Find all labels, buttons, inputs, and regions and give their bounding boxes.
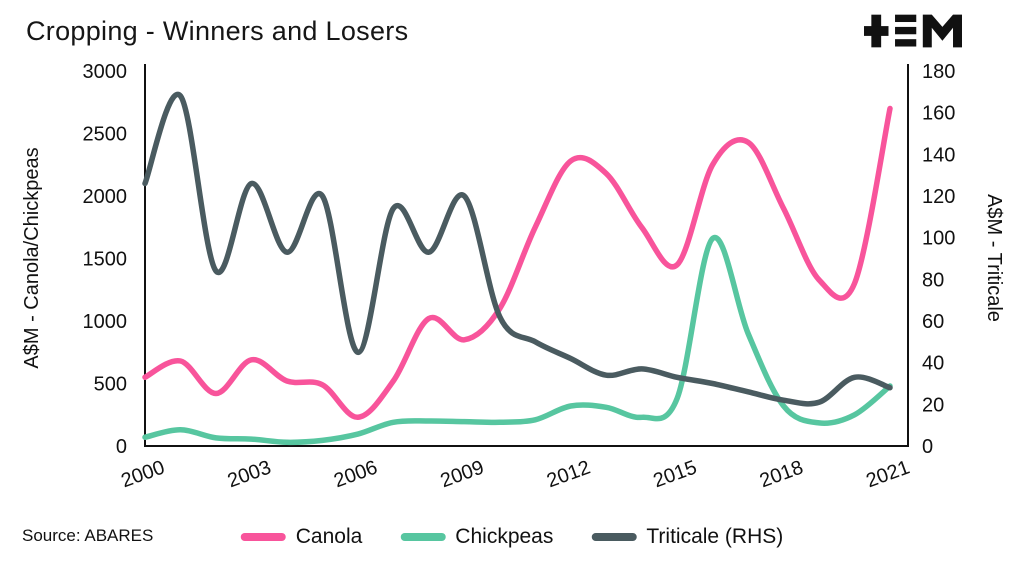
right-axis-tick-label: 20 (922, 394, 944, 416)
left-axis-tick-label: 500 (94, 374, 127, 396)
left-axis-tick-label: 1500 (83, 249, 128, 271)
legend-item: Chickpeas (400, 525, 553, 549)
legend: Canola Chickpeas Triticale (RHS) (240, 525, 783, 549)
right-axis-tick-label: 100 (922, 228, 955, 250)
left-axis-tick-label: 3000 (83, 61, 128, 83)
legend-swatch (240, 533, 286, 541)
right-axis-tick-label: 60 (922, 311, 944, 333)
x-axis-tick-label: 2012 (544, 456, 593, 492)
legend-swatch (591, 533, 637, 541)
right-axis-tick-label: 180 (922, 61, 955, 83)
page-title: Cropping - Winners and Losers (26, 16, 409, 46)
x-axis-tick-label: 2009 (438, 456, 487, 492)
right-axis-tick-label: 0 (922, 436, 933, 458)
axis-frame (144, 64, 909, 447)
legend-label: Chickpeas (455, 525, 554, 548)
right-axis-title: A$M - Triticale (983, 194, 1005, 322)
line-chart: 0 500 1000 1500 2000 2500 3000 0 20 40 60 80 100 120 1… (21, 61, 1005, 492)
x-axis-tick-label: 2015 (650, 456, 699, 492)
source-note: Source: ABARES (22, 526, 154, 545)
legend-label: Triticale (RHS) (646, 525, 784, 548)
right-axis-tick-label: 120 (922, 186, 955, 208)
x-axis-tick-label: 2000 (118, 456, 167, 492)
left-axis-tick-label: 1000 (83, 311, 128, 333)
left-axis-title: A$M - Canola/Chickpeas (21, 147, 43, 368)
left-axis-tick-label: 2000 (83, 186, 128, 208)
series-line-triticale-rhs (142, 91, 893, 407)
right-axis-tick-label: 80 (922, 269, 944, 291)
legend-item: Triticale (RHS) (591, 525, 783, 549)
x-axis-tick-label: 2006 (331, 456, 380, 492)
right-axis-tick-label: 40 (922, 353, 944, 375)
legend-item: Canola (240, 525, 363, 549)
tem-logo (864, 14, 962, 48)
left-axis-tick-label: 2500 (83, 124, 128, 146)
x-axis-tick-label: 2018 (757, 456, 806, 492)
legend-label: Canola (295, 525, 363, 548)
legend-swatch (400, 533, 446, 541)
right-axis-tick-label: 140 (922, 144, 955, 166)
m-glyph (922, 14, 962, 48)
left-axis-tick-label: 0 (116, 436, 127, 458)
right-axis-tick-label: 160 (922, 103, 955, 125)
x-axis-tick-label: 2003 (225, 456, 274, 492)
x-axis-tick-label: 2021 (863, 456, 912, 492)
triple-bar-icon (895, 14, 917, 47)
series-line-chickpeas (142, 234, 893, 446)
plus-icon (864, 14, 889, 48)
series-line-canola (142, 105, 893, 421)
